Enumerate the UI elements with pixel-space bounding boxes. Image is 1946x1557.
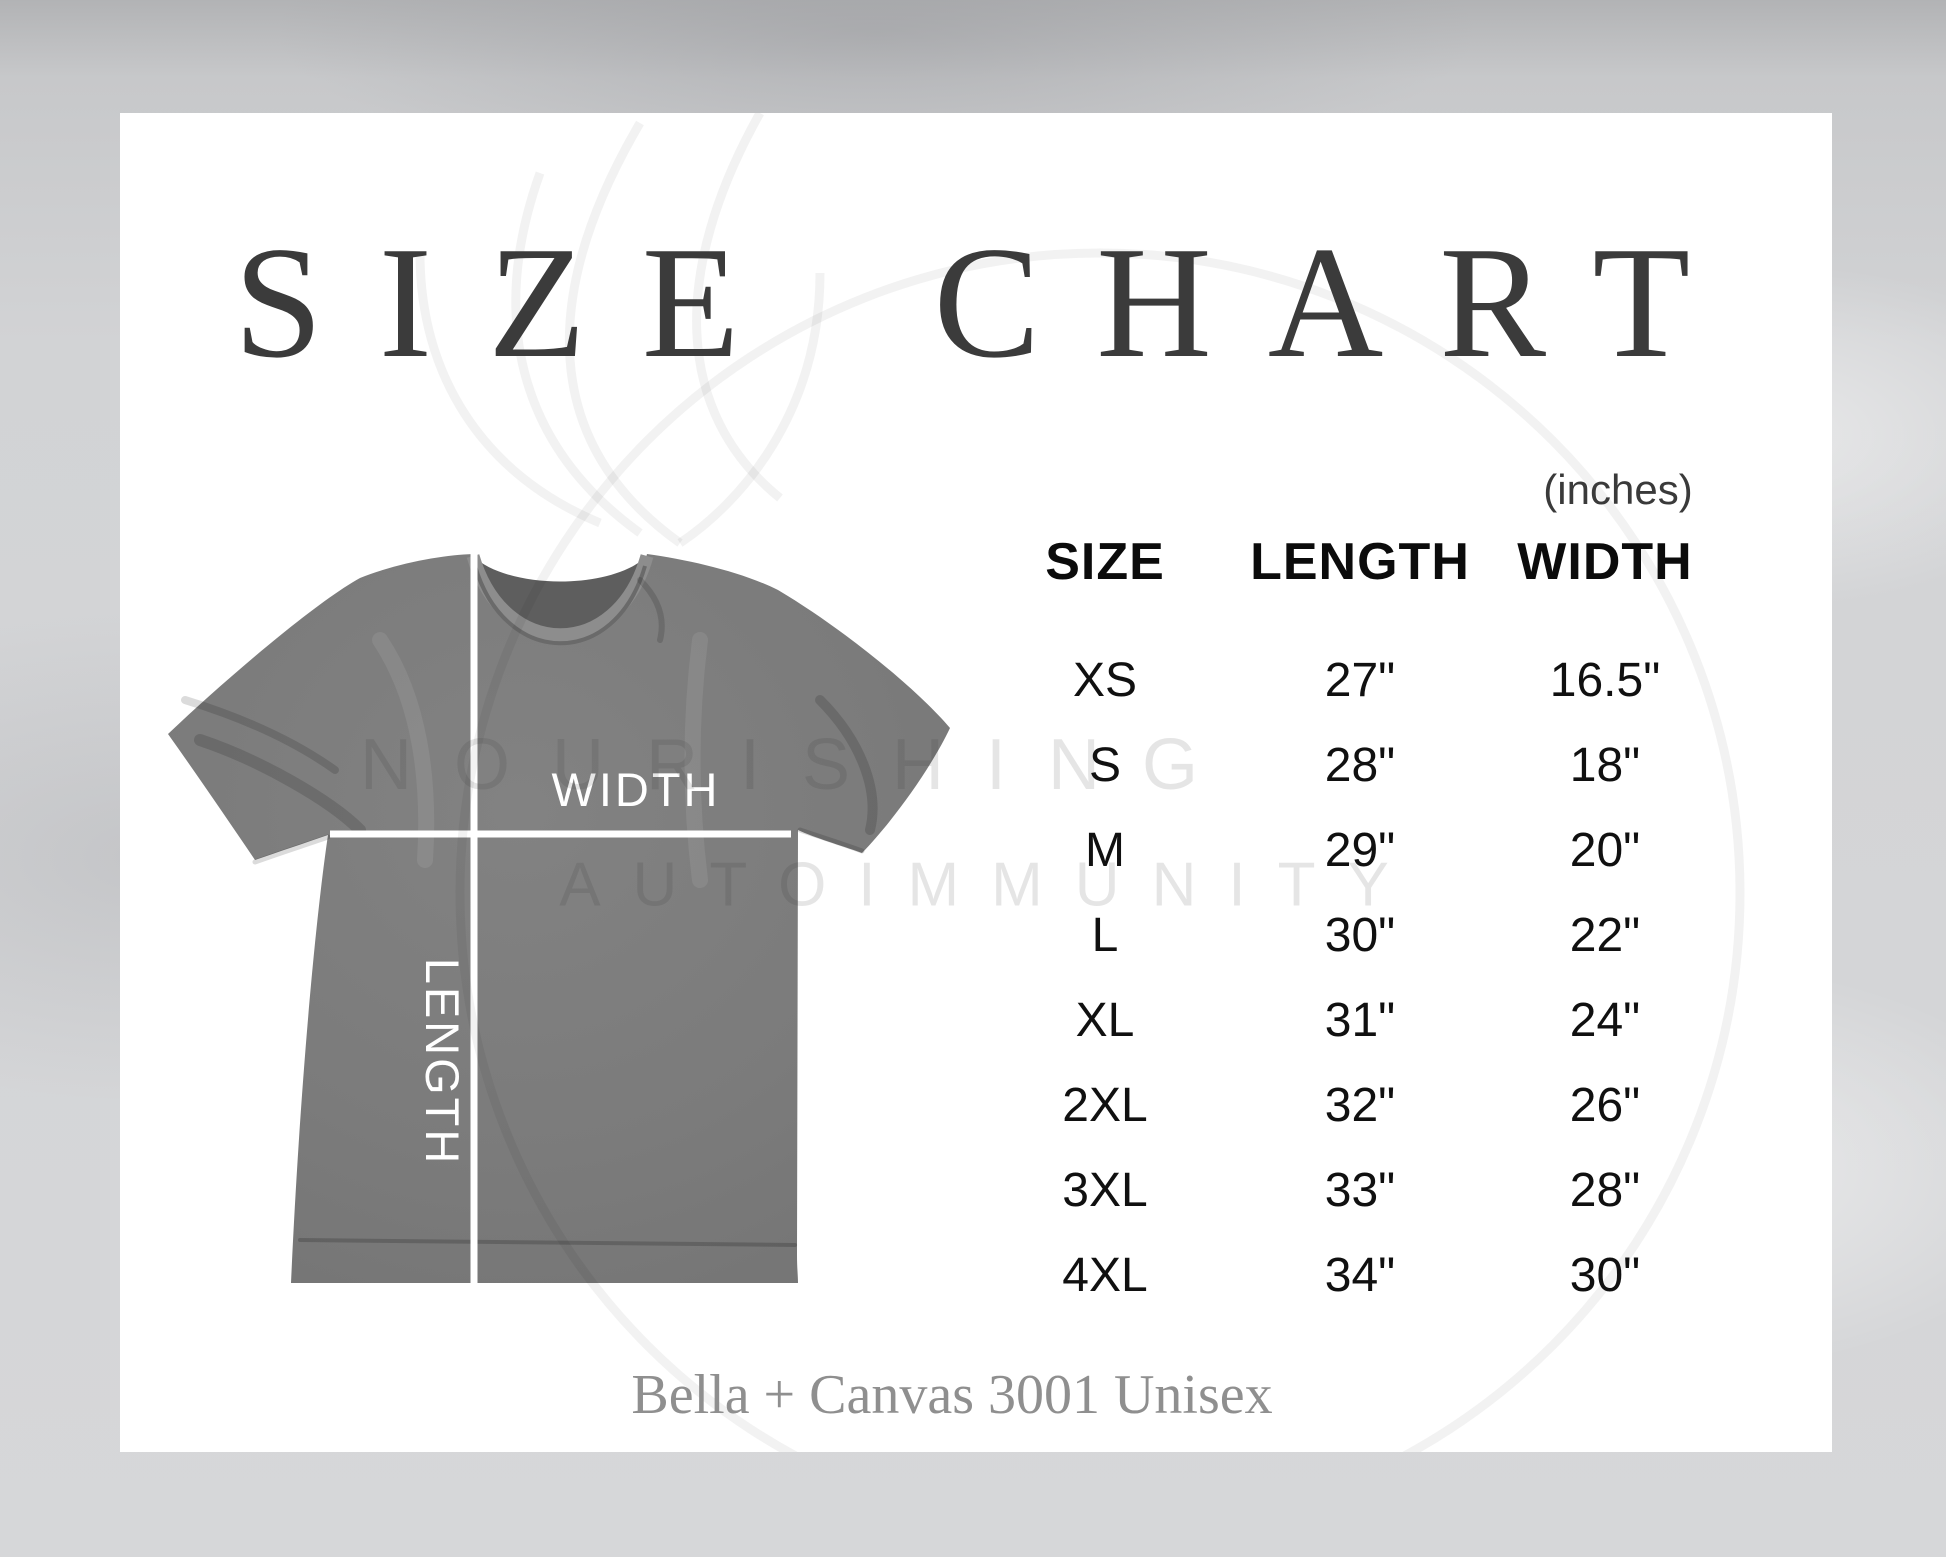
page-title: SIZE CHART [233, 213, 1747, 391]
width-cell: 16.5" [1549, 654, 1661, 707]
tshirt-illustration: WIDTH LENGTH [168, 554, 950, 1283]
collar-band [466, 554, 654, 642]
width-cell: 18" [1569, 739, 1641, 792]
size-cell: L [1091, 909, 1119, 962]
length-cell: 30" [1324, 909, 1396, 962]
width-cell: 24" [1569, 994, 1641, 1047]
size-chart-card: WIDTH LENGTH NOURISHING AUTOIMMUNITY SIZ… [120, 113, 1832, 1452]
unit-note: (inches) [1543, 466, 1693, 513]
length-cell: 27" [1324, 654, 1396, 707]
length-cell: 31" [1324, 994, 1396, 1047]
size-cell: 4XL [1062, 1249, 1148, 1302]
length-cell: 32" [1324, 1079, 1396, 1132]
size-cell: 2XL [1062, 1079, 1148, 1132]
length-cell: 34" [1324, 1249, 1396, 1302]
tshirt-body [168, 554, 950, 1283]
width-label: WIDTH [551, 763, 720, 816]
length-cell: 29" [1324, 824, 1396, 877]
fabric-wrinkles [181, 577, 878, 1247]
width-cell: 26" [1569, 1079, 1641, 1132]
collar-seam [473, 565, 647, 646]
fabric-highlights [372, 632, 708, 888]
length-cell: 33" [1324, 1164, 1396, 1217]
width-cell: 22" [1569, 909, 1641, 962]
size-cell: M [1085, 824, 1125, 877]
column-header-length: LENGTH [1250, 533, 1470, 591]
width-cell: 30" [1569, 1249, 1641, 1302]
length-label: LENGTH [416, 958, 469, 1167]
width-cell: 28" [1569, 1164, 1641, 1217]
length-cell: 28" [1324, 739, 1396, 792]
product-name: Bella + Canvas 3001 Unisex [631, 1364, 1273, 1426]
size-cell: XL [1075, 994, 1135, 1047]
size-cell: XS [1072, 654, 1138, 707]
size-table-body: XS 27" 16.5" S 28" 18" M 29" 20" L 30" 22" XL 31" 24" 2… [995, 638, 1705, 1318]
column-header-width: WIDTH [1517, 533, 1693, 591]
column-header-size: SIZE [1045, 533, 1165, 591]
size-cell: 3XL [1062, 1164, 1148, 1217]
table-header-row: SIZE LENGTH WIDTH [995, 532, 1705, 592]
size-cell: S [1088, 739, 1121, 792]
width-cell: 20" [1569, 824, 1641, 877]
